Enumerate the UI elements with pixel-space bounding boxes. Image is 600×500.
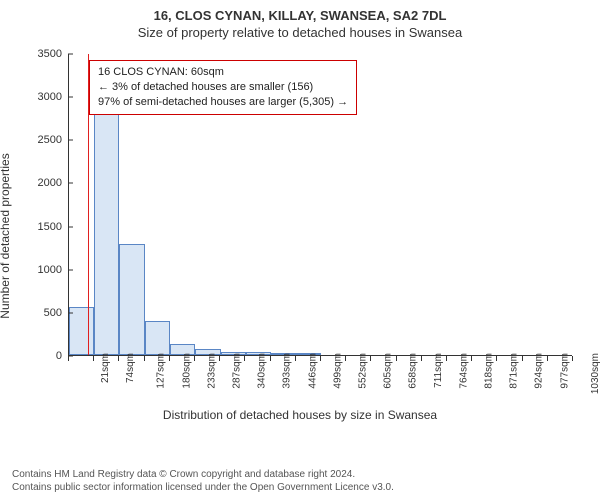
y-tick-label: 2500	[10, 134, 62, 146]
y-tick-mark	[68, 183, 73, 184]
info-line-1: 16 CLOS CYNAN: 60sqm	[98, 65, 348, 80]
y-tick-label: 3000	[10, 91, 62, 103]
x-tick-label: 180sqm	[181, 353, 192, 389]
histogram-bar	[119, 244, 144, 355]
x-axis-label: Distribution of detached houses by size …	[10, 408, 590, 422]
y-tick-label: 1500	[10, 221, 62, 233]
x-tick-mark	[68, 356, 69, 361]
x-tick-mark	[446, 356, 447, 361]
page-title-address: 16, CLOS CYNAN, KILLAY, SWANSEA, SA2 7DL	[10, 8, 590, 23]
x-tick-label: 446sqm	[307, 353, 318, 389]
footer-line-2: Contains public sector information licen…	[12, 481, 394, 494]
x-tick-label: 711sqm	[432, 353, 443, 388]
x-tick-mark	[295, 356, 296, 361]
x-tick-label: 605sqm	[383, 353, 394, 389]
x-tick-mark	[270, 356, 271, 361]
x-tick-mark	[421, 356, 422, 361]
x-tick-label: 287sqm	[232, 353, 243, 389]
x-tick-mark	[345, 356, 346, 361]
x-tick-label: 818sqm	[484, 353, 495, 389]
y-tick-label: 3500	[10, 48, 62, 60]
x-tick-mark	[522, 356, 523, 361]
y-tick-label: 2000	[10, 177, 62, 189]
x-tick-mark	[244, 356, 245, 361]
plot-region: 16 CLOS CYNAN: 60sqm ← 3% of detached ho…	[68, 54, 572, 356]
x-tick-label: 393sqm	[282, 353, 293, 389]
y-tick-mark	[68, 54, 73, 55]
histogram-bar	[69, 307, 94, 355]
x-tick-label: 924sqm	[534, 353, 545, 389]
y-tick-mark	[68, 97, 73, 98]
x-tick-mark	[144, 356, 145, 361]
y-tick-label: 1000	[10, 264, 62, 276]
chart-area: Number of detached properties 16 CLOS CY…	[10, 46, 590, 426]
x-tick-label: 127sqm	[156, 353, 167, 389]
histogram-bar	[94, 105, 119, 355]
footer: Contains HM Land Registry data © Crown c…	[12, 468, 394, 494]
footer-line-1: Contains HM Land Registry data © Crown c…	[12, 468, 394, 481]
x-tick-mark	[320, 356, 321, 361]
y-tick-mark	[68, 140, 73, 141]
x-tick-mark	[169, 356, 170, 361]
x-tick-label: 340sqm	[257, 353, 268, 389]
x-tick-label: 658sqm	[408, 353, 419, 389]
x-tick-label: 764sqm	[458, 353, 469, 389]
x-tick-label: 977sqm	[559, 353, 570, 389]
info-line-3: 97% of semi-detached houses are larger (…	[98, 95, 348, 110]
x-tick-mark	[93, 356, 94, 361]
x-tick-mark	[118, 356, 119, 361]
x-tick-mark	[572, 356, 573, 361]
y-tick-mark	[68, 312, 73, 313]
info-line-2: ← 3% of detached houses are smaller (156…	[98, 80, 348, 95]
histogram-bar	[145, 321, 170, 356]
x-tick-mark	[396, 356, 397, 361]
info-box: 16 CLOS CYNAN: 60sqm ← 3% of detached ho…	[89, 60, 357, 115]
y-tick-label: 0	[10, 350, 62, 362]
x-tick-mark	[370, 356, 371, 361]
x-tick-label: 74sqm	[125, 353, 136, 383]
x-tick-label: 233sqm	[206, 353, 217, 389]
x-tick-label: 1030sqm	[590, 353, 600, 394]
x-tick-mark	[547, 356, 548, 361]
page-subtitle: Size of property relative to detached ho…	[10, 25, 590, 40]
x-tick-mark	[194, 356, 195, 361]
x-tick-label: 21sqm	[100, 353, 111, 383]
chart-container: 16, CLOS CYNAN, KILLAY, SWANSEA, SA2 7DL…	[0, 0, 600, 500]
y-tick-label: 500	[10, 307, 62, 319]
x-tick-label: 499sqm	[332, 353, 343, 389]
x-tick-mark	[496, 356, 497, 361]
x-tick-mark	[471, 356, 472, 361]
x-tick-label: 552sqm	[358, 353, 369, 389]
y-tick-mark	[68, 269, 73, 270]
x-tick-label: 871sqm	[509, 353, 520, 389]
y-tick-mark	[68, 226, 73, 227]
x-tick-mark	[219, 356, 220, 361]
